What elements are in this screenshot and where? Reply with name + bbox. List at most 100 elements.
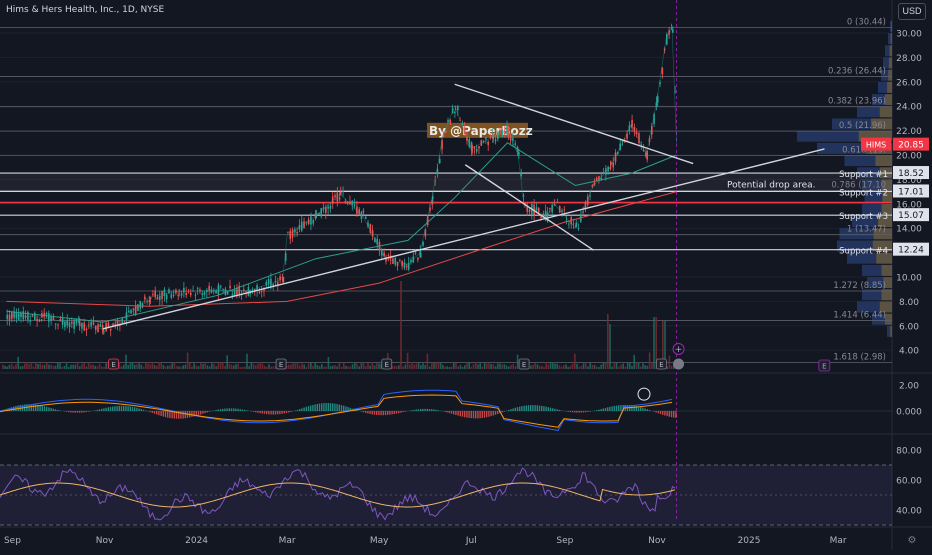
- macd-histogram-bar: [143, 410, 144, 411]
- earnings-marker-label: E: [659, 361, 663, 369]
- volume-bar: [33, 367, 35, 369]
- macd-histogram-bar: [517, 407, 518, 411]
- macd-histogram-bar: [464, 411, 465, 417]
- macd-histogram-bar: [119, 406, 120, 411]
- volume-bar: [48, 365, 50, 369]
- volume-bar: [367, 363, 369, 369]
- candle-body: [220, 286, 222, 287]
- candle-body: [55, 323, 57, 324]
- candle-body: [320, 208, 322, 216]
- macd-histogram-bar: [455, 411, 456, 415]
- volume-bar: [642, 363, 644, 369]
- macd-histogram-bar: [321, 403, 322, 411]
- volume-bar: [435, 362, 437, 369]
- volume-bar: [213, 364, 215, 369]
- macd-histogram-bar: [229, 408, 230, 411]
- macd-histogram-bar: [88, 411, 89, 412]
- candle-body: [268, 279, 270, 283]
- volume-bar: [592, 365, 594, 369]
- macd-histogram-bar: [341, 405, 342, 411]
- macd-histogram-bar: [523, 406, 524, 411]
- time-tick-label: Sep: [556, 536, 573, 546]
- macd-histogram-bar: [169, 411, 170, 418]
- volume-bar: [273, 366, 275, 369]
- volume-bar: [191, 367, 193, 369]
- macd-histogram-bar: [466, 411, 467, 418]
- volume-bar: [193, 363, 195, 369]
- volume-bar: [466, 363, 468, 369]
- candle-body: [150, 297, 152, 299]
- macd-histogram-bar: [640, 407, 641, 411]
- volume-bar: [603, 362, 605, 369]
- volume-bar: [550, 362, 552, 369]
- macd-histogram-bar: [394, 411, 395, 414]
- candle-body: [36, 319, 38, 321]
- candle-body: [554, 200, 556, 201]
- volume-bar: [251, 362, 253, 369]
- macd-histogram-bar: [400, 411, 401, 413]
- volume-bar: [154, 365, 156, 369]
- volume-bar: [451, 366, 453, 369]
- volume-bar: [319, 366, 321, 369]
- macd-histogram-bar: [431, 409, 432, 411]
- volume-bar: [534, 363, 536, 369]
- volume-bar: [574, 354, 576, 369]
- macd-histogram-bar: [660, 411, 661, 414]
- volume-bar: [453, 362, 455, 369]
- macd-histogram-bar: [543, 406, 544, 411]
- volume-bar: [594, 365, 596, 369]
- macd-histogram-bar: [103, 408, 104, 411]
- candle-body: [564, 209, 566, 210]
- time-tick-label: 2025: [738, 536, 761, 546]
- volume-bar: [222, 363, 224, 369]
- candle-body: [439, 159, 441, 163]
- fib-level-label: 0 (30.44): [847, 18, 886, 28]
- volume-bar: [508, 367, 510, 369]
- volume-bar: [372, 362, 374, 369]
- volume-bar: [510, 365, 512, 369]
- price-tick-label: 4.00: [899, 347, 919, 357]
- volume-bar: [442, 365, 444, 369]
- volume-bar: [204, 362, 206, 369]
- volume-bar: [171, 363, 173, 369]
- volume-bar: [330, 366, 332, 369]
- macd-histogram-bar: [369, 411, 370, 414]
- macd-histogram-bar: [666, 411, 667, 416]
- candle-body: [79, 321, 81, 326]
- volume-bar: [427, 353, 429, 369]
- volume-bar: [422, 363, 424, 369]
- candle-body: [450, 120, 452, 124]
- volume-bar: [224, 366, 226, 369]
- candle-body: [248, 287, 250, 296]
- volume-bar: [163, 365, 165, 369]
- macd-histogram-bar: [53, 409, 54, 411]
- macd-histogram-bar: [585, 411, 586, 412]
- volume-bar: [20, 366, 22, 369]
- volume-bar: [647, 366, 649, 369]
- time-tick-label: May: [370, 536, 389, 546]
- volume-bar: [653, 317, 655, 369]
- macd-histogram-bar: [325, 403, 326, 411]
- macd-histogram-bar: [284, 411, 285, 413]
- time-tick-label: Nov: [648, 536, 666, 546]
- candle-body: [229, 286, 231, 288]
- volume-bar: [598, 367, 600, 369]
- volume-bar: [407, 353, 409, 369]
- candle-body: [204, 292, 206, 295]
- candle-body: [76, 320, 78, 324]
- macd-histogram-bar: [490, 411, 491, 416]
- macd-histogram-bar: [226, 408, 227, 411]
- currency-button[interactable]: USD: [898, 3, 926, 20]
- volume-bar: [484, 362, 486, 369]
- macd-tick-label: 0.000: [896, 408, 922, 418]
- volume-bar: [303, 365, 305, 369]
- volume-bar: [35, 363, 37, 369]
- macd-histogram-bar: [647, 409, 648, 411]
- candle-body: [170, 294, 172, 297]
- macd-histogram-bar: [433, 409, 434, 411]
- macd-histogram-bar: [200, 411, 201, 414]
- volume-profile-bar-up: [887, 82, 892, 93]
- candle-body: [159, 296, 161, 300]
